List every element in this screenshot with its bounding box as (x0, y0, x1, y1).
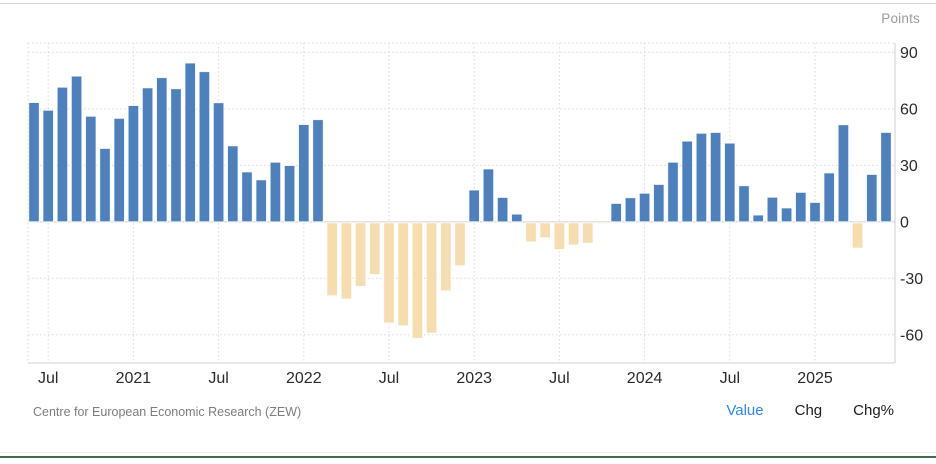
bar-2024-10[interactable] (766, 196, 779, 223)
bar-2022-09[interactable] (411, 222, 424, 339)
bar-2023-12[interactable] (624, 197, 637, 223)
bar-2023-08[interactable] (567, 222, 580, 246)
bar-2024-02[interactable] (653, 183, 665, 223)
x-axis-tick-label: 2024 (627, 370, 663, 387)
bar-2021-06[interactable] (198, 71, 211, 223)
bar-2021-10[interactable] (255, 179, 267, 223)
card-bottom-edge (0, 452, 936, 453)
bar-2024-06[interactable] (709, 131, 722, 223)
bar-2025-02[interactable] (823, 172, 836, 223)
bar-2024-11[interactable] (780, 207, 793, 223)
series-view-toggle-group: Value Chg Chg% (726, 402, 894, 419)
toggle-chg[interactable]: Chg (794, 402, 823, 419)
bar-2021-08[interactable] (227, 145, 239, 223)
bar-2020-09[interactable] (70, 75, 83, 223)
bar-2023-02[interactable] (482, 168, 495, 223)
bar-2021-05[interactable] (184, 62, 196, 223)
y-axis-tick-label: 60 (900, 101, 918, 118)
bar-2024-05[interactable] (695, 132, 708, 223)
bar-2020-11[interactable] (99, 147, 111, 223)
y-axis-tick-label: 90 (900, 45, 918, 62)
bar-2025-01[interactable] (809, 201, 821, 223)
bottom-divider (0, 456, 936, 458)
bar-2024-04[interactable] (681, 140, 694, 223)
x-axis-tick-label: 2022 (286, 370, 322, 387)
bar-2022-12[interactable] (454, 222, 466, 267)
bar-2024-09[interactable] (752, 214, 765, 223)
bar-2021-12[interactable] (283, 165, 296, 223)
bar-2023-01[interactable] (468, 189, 480, 223)
bar-2025-03[interactable] (837, 124, 850, 223)
bar-2020-08[interactable] (56, 86, 69, 223)
bar-2025-05[interactable] (866, 173, 878, 223)
bar-2024-01[interactable] (638, 192, 651, 223)
bar-2022-11[interactable] (440, 222, 452, 292)
toggle-value[interactable]: Value (726, 402, 764, 419)
bar-2022-10[interactable] (425, 222, 438, 334)
bar-2023-09[interactable] (582, 222, 594, 244)
top-divider (0, 3, 936, 4)
bar-chart-plot-area[interactable]: 90 60 30 0 -30 -60 Jul 2021 Jul 2022 Jul 2023 Jul 202… (0, 0, 936, 400)
bar-2022-03[interactable] (326, 222, 338, 297)
y-axis-tick-label: -60 (900, 327, 923, 344)
y-axis-units-label: Points (881, 11, 920, 26)
bar-2024-08[interactable] (738, 185, 750, 223)
bar-2020-12[interactable] (113, 117, 126, 223)
bar-2023-03[interactable] (496, 196, 509, 223)
bar-2022-02[interactable] (312, 119, 324, 223)
bar-2021-11[interactable] (269, 161, 282, 223)
bar-2024-07[interactable] (724, 142, 736, 223)
y-axis-tick-label: 30 (900, 158, 918, 175)
bar-2022-07[interactable] (383, 222, 395, 324)
x-axis-tick-label: Jul (549, 370, 569, 387)
bar-2024-03[interactable] (667, 161, 679, 223)
bar-2021-03[interactable] (156, 77, 168, 223)
bar-2020-06[interactable] (28, 102, 40, 223)
bar-2022-05[interactable] (354, 222, 367, 287)
bar-2023-10[interactable] (596, 222, 608, 225)
bar-2022-01[interactable] (298, 124, 310, 223)
y-axis-tick-label: -30 (900, 271, 923, 288)
bar-2023-04[interactable] (511, 213, 523, 223)
bar-2022-08[interactable] (397, 222, 409, 327)
bar-2023-11[interactable] (610, 202, 623, 223)
bar-2022-06[interactable] (369, 222, 381, 276)
x-axis-tick-label: Jul (208, 370, 228, 387)
x-axis-tick-label: 2025 (797, 370, 833, 387)
x-axis-tick-label: 2021 (116, 370, 152, 387)
bar-2025-06[interactable] (880, 131, 892, 223)
x-axis-tick-label: 2023 (456, 370, 492, 387)
bar-2023-05[interactable] (525, 222, 537, 243)
bar-2025-04[interactable] (851, 222, 864, 249)
x-axis-tick-label: Jul (720, 370, 740, 387)
bar-2021-04[interactable] (170, 88, 182, 223)
bar-2023-06[interactable] (539, 222, 552, 239)
bar-2021-07[interactable] (212, 102, 225, 223)
y-axis-tick-label: 0 (900, 214, 909, 231)
source-attribution: Centre for European Economic Research (Z… (33, 405, 302, 419)
bar-2022-04[interactable] (340, 222, 353, 300)
bar-2021-02[interactable] (141, 87, 154, 223)
bar-2024-12[interactable] (795, 191, 807, 223)
bar-2023-07[interactable] (553, 222, 566, 251)
x-axis-tick-label: Jul (379, 370, 399, 387)
x-axis-tick-label: Jul (38, 370, 58, 387)
bar-2021-01[interactable] (127, 105, 140, 223)
bar-2021-09[interactable] (241, 171, 253, 223)
bar-2020-07[interactable] (42, 109, 55, 223)
toggle-chg-percent[interactable]: Chg% (853, 402, 894, 419)
bar-2020-10[interactable] (85, 115, 97, 223)
